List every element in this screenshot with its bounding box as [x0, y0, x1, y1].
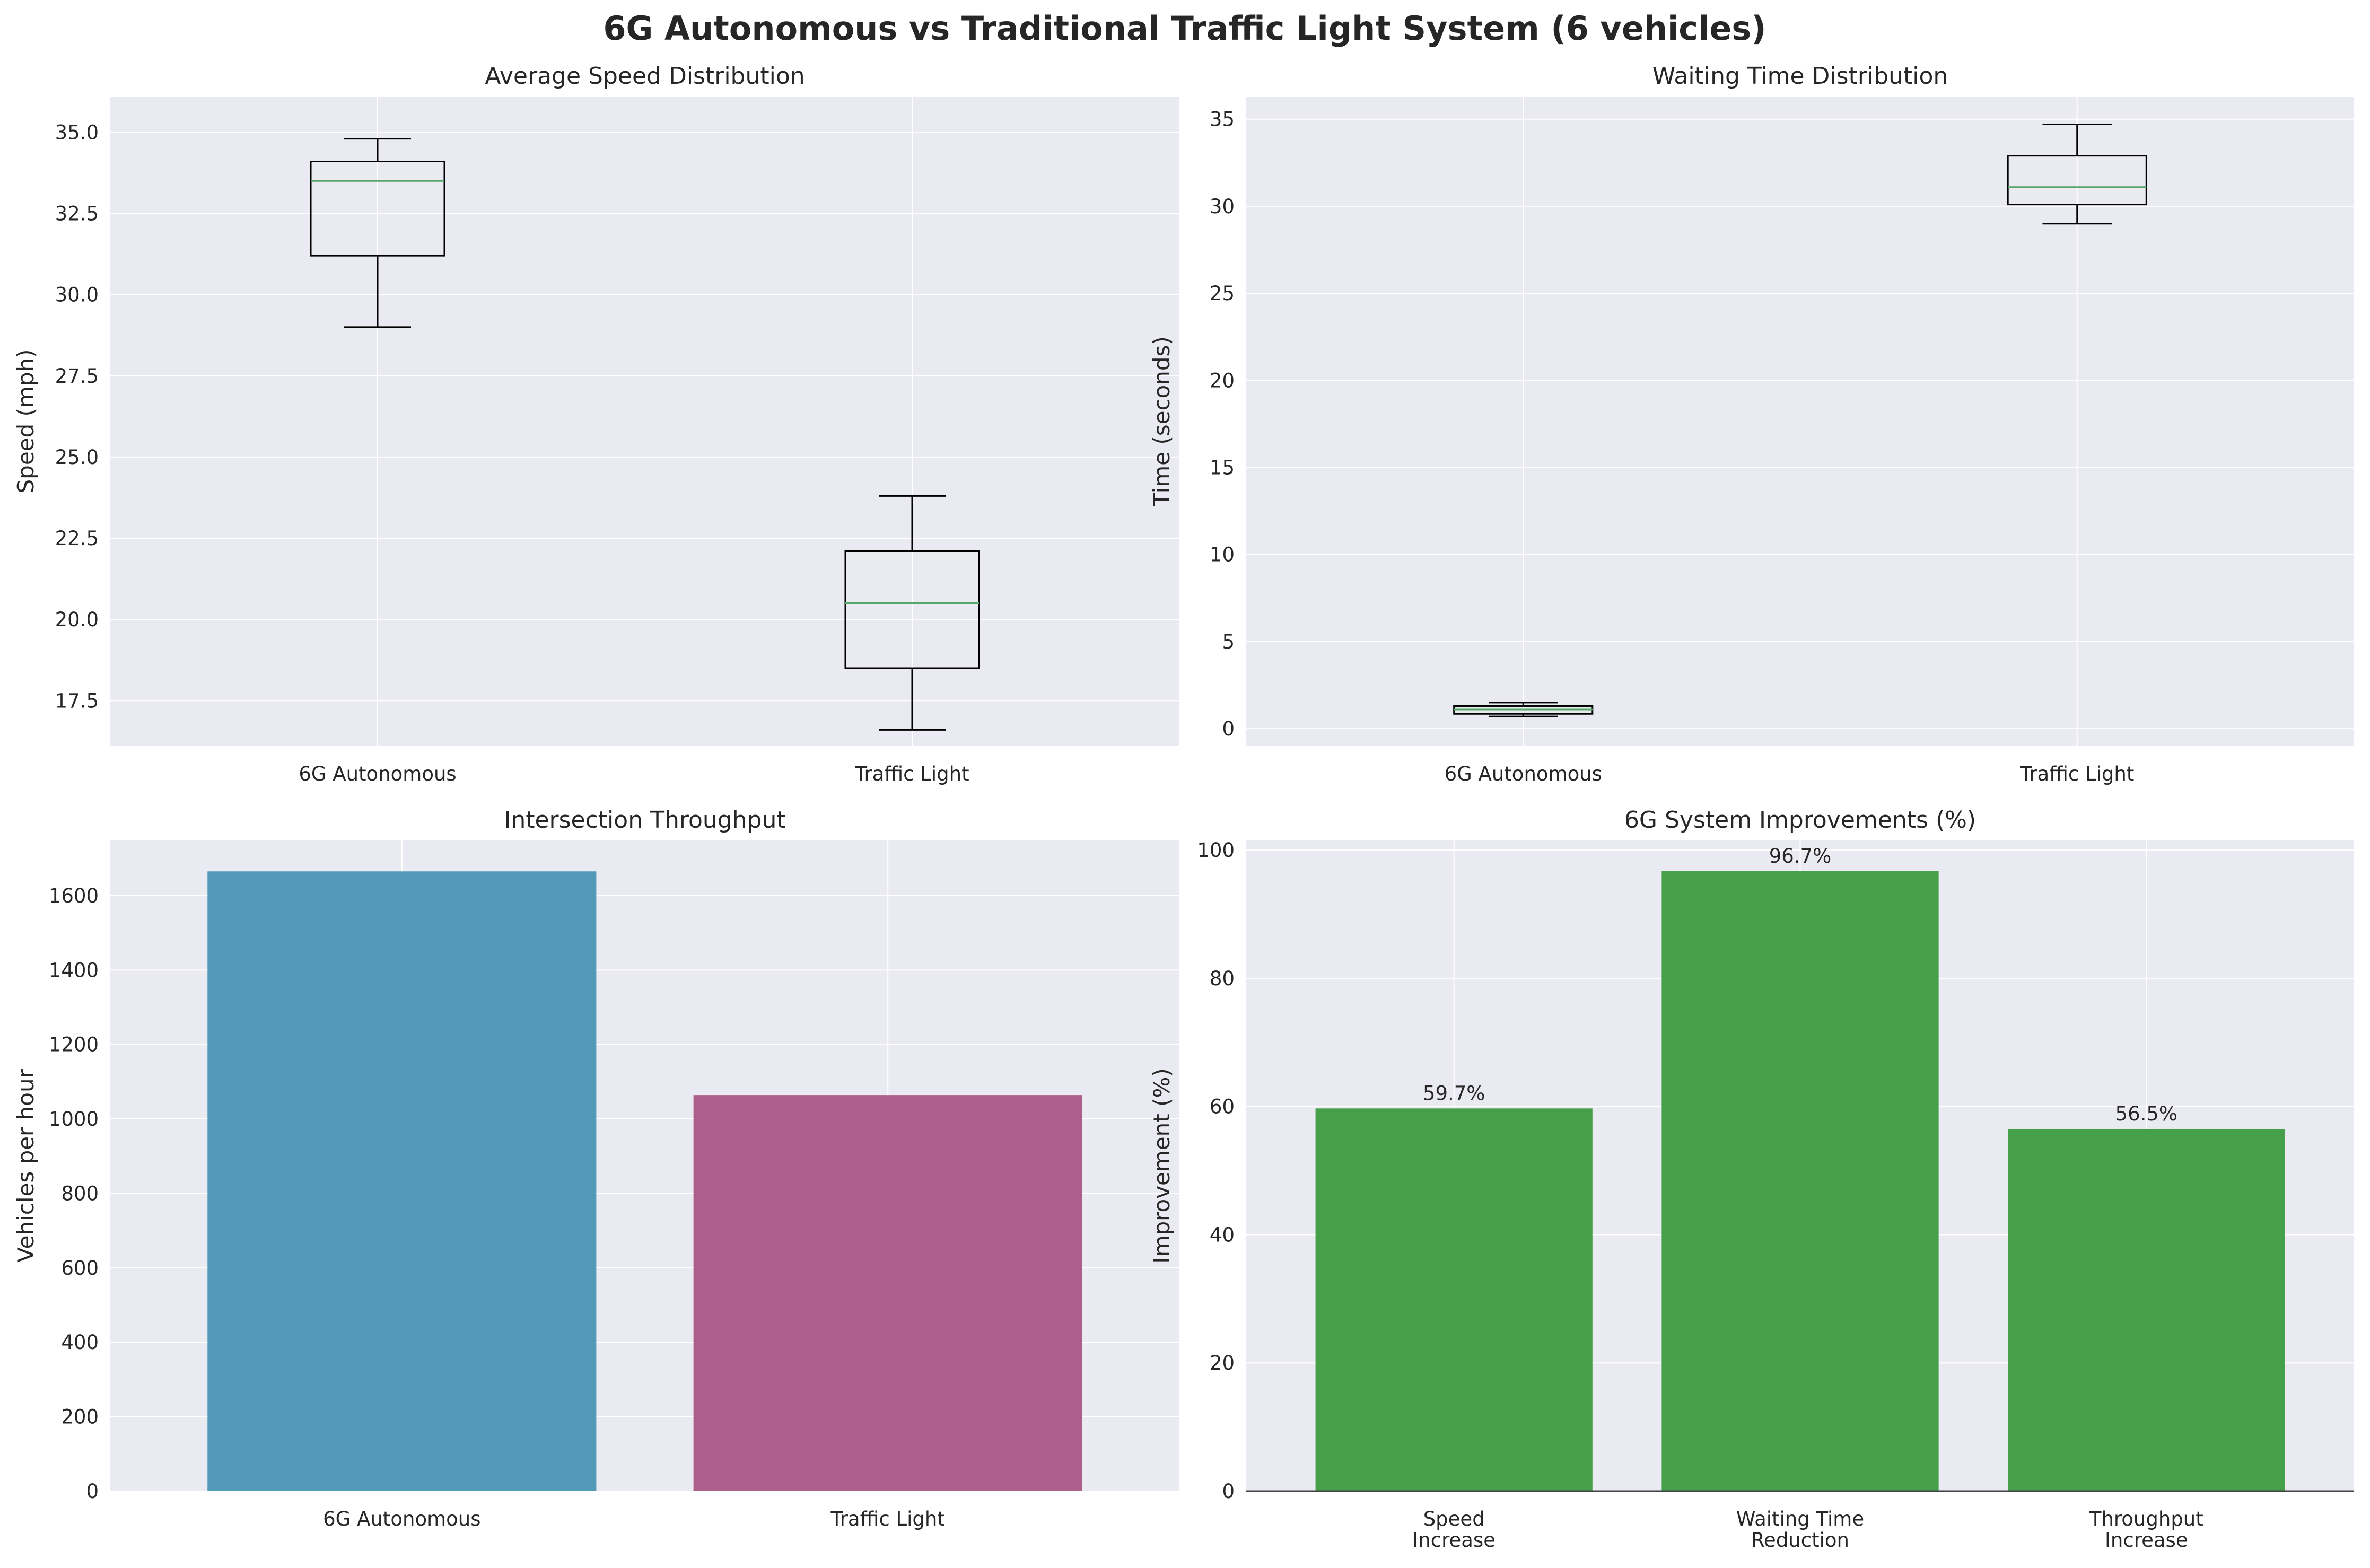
- y-tick-label: 0: [86, 1480, 99, 1503]
- x-tick-label: 6G Autonomous: [299, 763, 456, 785]
- x-tick-label: Traffic Light: [854, 763, 969, 785]
- y-tick-label: 32.5: [55, 203, 99, 225]
- y-tick-label: 35.0: [55, 121, 99, 144]
- chart-title: Average Speed Distribution: [485, 63, 804, 90]
- chart-panel-improvements: [1246, 840, 2354, 1492]
- y-tick-label: 25: [1210, 282, 1235, 305]
- figure-title: 6G Autonomous vs Traditional Traffic Lig…: [603, 9, 1766, 48]
- box-iqr: [844, 550, 980, 669]
- x-tick-label: Reduction: [1751, 1529, 1849, 1552]
- y-tick-label: 30.0: [55, 284, 99, 306]
- x-tick-label: Waiting Time: [1736, 1508, 1864, 1530]
- y-tick-label: 27.5: [55, 365, 99, 388]
- y-tick-label: 100: [1197, 839, 1235, 862]
- y-tick-label: 15: [1210, 457, 1235, 479]
- plot-area-speed: [110, 97, 1179, 746]
- y-tick-label: 400: [61, 1331, 99, 1354]
- y-tick-label: 200: [61, 1406, 99, 1429]
- chart-panel-waiting: [1246, 97, 2354, 746]
- y-tick-label: 17.5: [55, 689, 99, 712]
- y-axis-label: Time (seconds): [1149, 336, 1175, 507]
- y-axis-label: Vehicles per hour: [13, 1068, 39, 1262]
- y-tick-label: 20: [1210, 1352, 1235, 1374]
- chart-title: Intersection Throughput: [504, 807, 785, 834]
- x-tick-label: 6G Autonomous: [323, 1508, 480, 1530]
- chart-panel-speed: [110, 97, 1179, 746]
- y-tick-label: 1200: [49, 1033, 99, 1056]
- y-tick-label: 0: [1222, 1480, 1235, 1503]
- y-tick-label: 40: [1210, 1223, 1235, 1246]
- x-tick-label: Traffic Light: [2019, 763, 2134, 785]
- y-tick-label: 30: [1210, 195, 1235, 218]
- chart-title: 6G System Improvements (%): [1624, 807, 1976, 834]
- plot-area-waiting: [1246, 97, 2354, 746]
- box-iqr: [310, 161, 445, 257]
- chart-panel-throughput: [110, 840, 1179, 1492]
- y-tick-label: 35: [1210, 108, 1235, 131]
- y-tick-label: 1600: [49, 884, 99, 907]
- y-tick-label: 0: [1222, 717, 1235, 740]
- y-axis-label: Speed (mph): [13, 349, 39, 494]
- chart-title: Waiting Time Distribution: [1652, 63, 1948, 90]
- y-tick-label: 22.5: [55, 527, 99, 550]
- y-tick-label: 60: [1210, 1096, 1235, 1118]
- y-tick-label: 10: [1210, 544, 1235, 566]
- y-tick-label: 1400: [49, 959, 99, 982]
- y-tick-label: 600: [61, 1257, 99, 1280]
- bar: [693, 1095, 1082, 1491]
- x-tick-label: Increase: [2105, 1529, 2188, 1552]
- y-axis-label: Improvement (%): [1149, 1068, 1175, 1264]
- y-tick-label: 20.0: [55, 608, 99, 631]
- bar-value-label: 56.5%: [2115, 1102, 2178, 1125]
- bar-value-label: 59.7%: [1423, 1082, 1485, 1105]
- y-tick-label: 25.0: [55, 446, 99, 469]
- bar: [2008, 1128, 2285, 1491]
- box-iqr: [2007, 155, 2147, 206]
- y-tick-label: 800: [61, 1182, 99, 1205]
- y-tick-label: 5: [1222, 630, 1235, 653]
- y-tick-label: 80: [1210, 967, 1235, 990]
- bar: [1315, 1108, 1593, 1491]
- bar: [207, 871, 597, 1491]
- x-tick-label: Speed: [1423, 1508, 1485, 1530]
- x-tick-label: Traffic Light: [830, 1508, 945, 1530]
- bar-value-label: 96.7%: [1769, 845, 1832, 868]
- bar: [1661, 871, 1939, 1491]
- x-tick-label: 6G Autonomous: [1445, 763, 1602, 785]
- x-tick-label: Throughput: [2089, 1508, 2203, 1530]
- x-tick-label: Increase: [1412, 1529, 1496, 1552]
- y-tick-label: 20: [1210, 369, 1235, 392]
- y-tick-label: 1000: [49, 1108, 99, 1131]
